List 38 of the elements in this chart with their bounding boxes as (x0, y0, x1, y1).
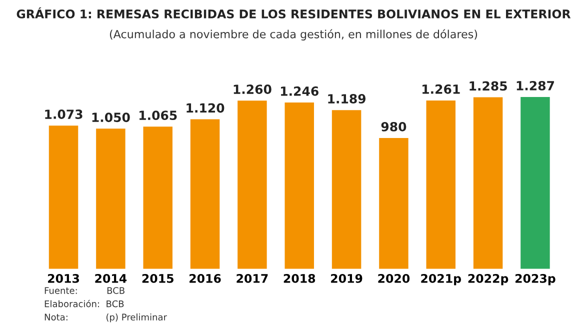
bar (96, 128, 126, 269)
x-tick-label: 2015 (142, 274, 174, 283)
bar (473, 97, 503, 269)
data-label: 980 (381, 122, 406, 132)
chart-title: GRÁFICO 1: REMESAS RECIBIDAS DE LOS RESIDENTES BOLIVIANOS EN EL EXTERIOR (16, 7, 571, 18)
x-tick-label: 2020 (378, 274, 410, 283)
bar (284, 102, 314, 269)
data-label: 1.285 (470, 81, 507, 91)
data-label: 1.120 (186, 103, 224, 113)
data-label: 1.189 (328, 94, 366, 104)
x-tick-label: 2016 (190, 274, 221, 283)
bar (238, 100, 267, 269)
x-tick-label: 2021p (421, 274, 462, 286)
text: Nota: (p) Preliminar (44, 314, 167, 322)
x-tick-label: 2017 (236, 274, 268, 283)
data-label: 1.065 (140, 110, 177, 120)
data-label: 1.073 (45, 110, 82, 119)
bar (48, 126, 78, 269)
x-tick-label: 2022p (468, 274, 508, 286)
data-label: 1.246 (281, 86, 318, 96)
x-tick-label: 2018 (284, 274, 316, 283)
bar (379, 138, 408, 269)
chart-subtitle: (Acumulado a noviembre de cada gestión, en millones de dólares) (110, 29, 478, 40)
bar (520, 96, 550, 269)
x-tick-label: 2023p (516, 274, 556, 286)
bar (332, 110, 362, 269)
x-tick-label: 2013 (48, 274, 80, 283)
bar (190, 119, 220, 269)
x-tick-label: 2014 (95, 274, 127, 283)
x-tick-label: 2019 (331, 274, 362, 283)
data-label: 1.050 (92, 112, 130, 122)
data-label: 1.261 (422, 84, 460, 94)
data-label: 1.287 (516, 80, 554, 90)
bar (426, 100, 456, 269)
data-label: 1.260 (234, 84, 272, 94)
bar (143, 126, 172, 269)
text: Elaboración: BCB (44, 300, 124, 308)
source-note: Fuente: BCB (44, 287, 124, 294)
